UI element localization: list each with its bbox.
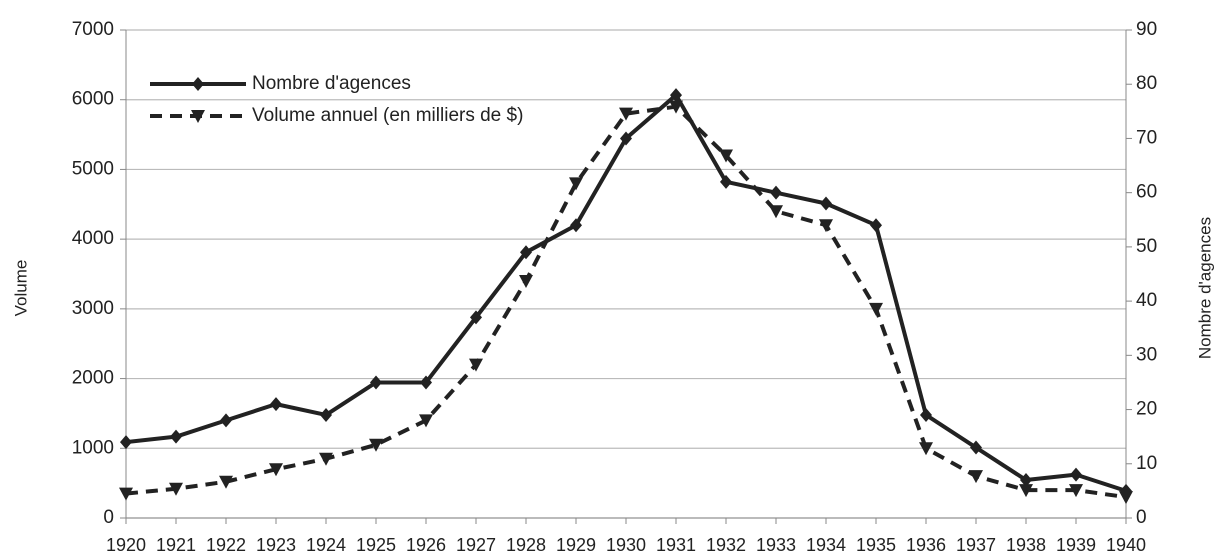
marker <box>920 407 932 422</box>
marker <box>870 218 882 233</box>
y-tick-label: 5000 <box>72 158 114 179</box>
x-tick-label: 1934 <box>806 535 846 555</box>
y2-tick-label: 50 <box>1136 236 1157 257</box>
marker <box>720 174 732 189</box>
y2-tick-label: 70 <box>1136 127 1157 148</box>
marker <box>569 177 583 191</box>
marker <box>1119 491 1133 505</box>
legend-label: Volume annuel (en milliers de $) <box>252 105 523 126</box>
marker <box>519 274 533 288</box>
marker <box>219 475 233 489</box>
x-tick-label: 1932 <box>706 535 746 555</box>
marker <box>520 245 532 260</box>
marker <box>220 413 232 428</box>
marker <box>619 107 633 121</box>
y2-tick-label: 0 <box>1136 507 1147 528</box>
marker <box>970 440 982 455</box>
x-tick-label: 1933 <box>756 535 796 555</box>
y2-axis-label: Nombre d'agences <box>1195 217 1214 359</box>
marker <box>820 196 832 211</box>
marker <box>170 429 182 444</box>
x-tick-label: 1921 <box>156 535 196 555</box>
marker <box>369 438 383 452</box>
marker <box>169 482 183 496</box>
y-tick-label: 1000 <box>72 437 114 458</box>
x-tick-label: 1928 <box>506 535 546 555</box>
marker <box>770 185 782 200</box>
marker <box>620 131 632 146</box>
marker <box>269 463 283 477</box>
x-tick-label: 1920 <box>106 535 146 555</box>
y2-tick-label: 30 <box>1136 344 1157 365</box>
x-tick-label: 1929 <box>556 535 596 555</box>
y-tick-label: 4000 <box>72 228 114 249</box>
series-line <box>125 104 1127 500</box>
marker <box>370 375 382 390</box>
y-tick-label: 2000 <box>72 368 114 389</box>
marker <box>270 397 282 412</box>
x-tick-label: 1937 <box>956 535 996 555</box>
y-tick-label: 0 <box>103 507 114 528</box>
marker <box>120 435 132 450</box>
marker <box>320 407 332 422</box>
x-tick-label: 1936 <box>906 535 946 555</box>
y-tick-label: 3000 <box>72 298 114 319</box>
marker <box>470 310 482 325</box>
marker <box>192 77 204 91</box>
marker <box>969 470 983 484</box>
x-tick-label: 1931 <box>656 535 696 555</box>
marker <box>919 442 933 456</box>
marker <box>1070 467 1082 482</box>
x-tick-label: 1924 <box>306 535 346 555</box>
marker <box>869 302 883 316</box>
marker <box>769 205 783 219</box>
x-tick-label: 1930 <box>606 535 646 555</box>
series-line <box>125 93 1127 493</box>
marker <box>1069 484 1083 498</box>
marker <box>1020 473 1032 488</box>
y-tick-label: 7000 <box>72 19 114 40</box>
marker <box>719 149 733 163</box>
x-tick-label: 1938 <box>1006 535 1046 555</box>
y-axis-label: Volume <box>11 260 30 317</box>
y2-tick-label: 90 <box>1136 19 1157 40</box>
marker <box>191 110 205 123</box>
x-tick-label: 1939 <box>1056 535 1096 555</box>
y-tick-label: 6000 <box>72 89 114 110</box>
y2-tick-label: 60 <box>1136 182 1157 203</box>
marker <box>419 414 433 428</box>
x-tick-label: 1922 <box>206 535 246 555</box>
marker <box>670 88 682 103</box>
y2-tick-label: 80 <box>1136 73 1157 94</box>
marker <box>669 100 683 114</box>
y2-tick-label: 40 <box>1136 290 1157 311</box>
marker <box>469 358 483 372</box>
marker <box>119 487 133 501</box>
y2-tick-label: 20 <box>1136 399 1157 420</box>
x-tick-label: 1935 <box>856 535 896 555</box>
x-tick-label: 1925 <box>356 535 396 555</box>
marker <box>819 219 833 233</box>
marker <box>319 452 333 466</box>
y2-tick-label: 10 <box>1136 453 1157 474</box>
x-tick-label: 1923 <box>256 535 296 555</box>
marker <box>420 375 432 390</box>
marker <box>1019 484 1033 498</box>
marker <box>570 218 582 233</box>
x-tick-label: 1926 <box>406 535 446 555</box>
legend-label: Nombre d'agences <box>252 73 411 94</box>
x-tick-label: 1940 <box>1106 535 1146 555</box>
x-tick-label: 1927 <box>456 535 496 555</box>
